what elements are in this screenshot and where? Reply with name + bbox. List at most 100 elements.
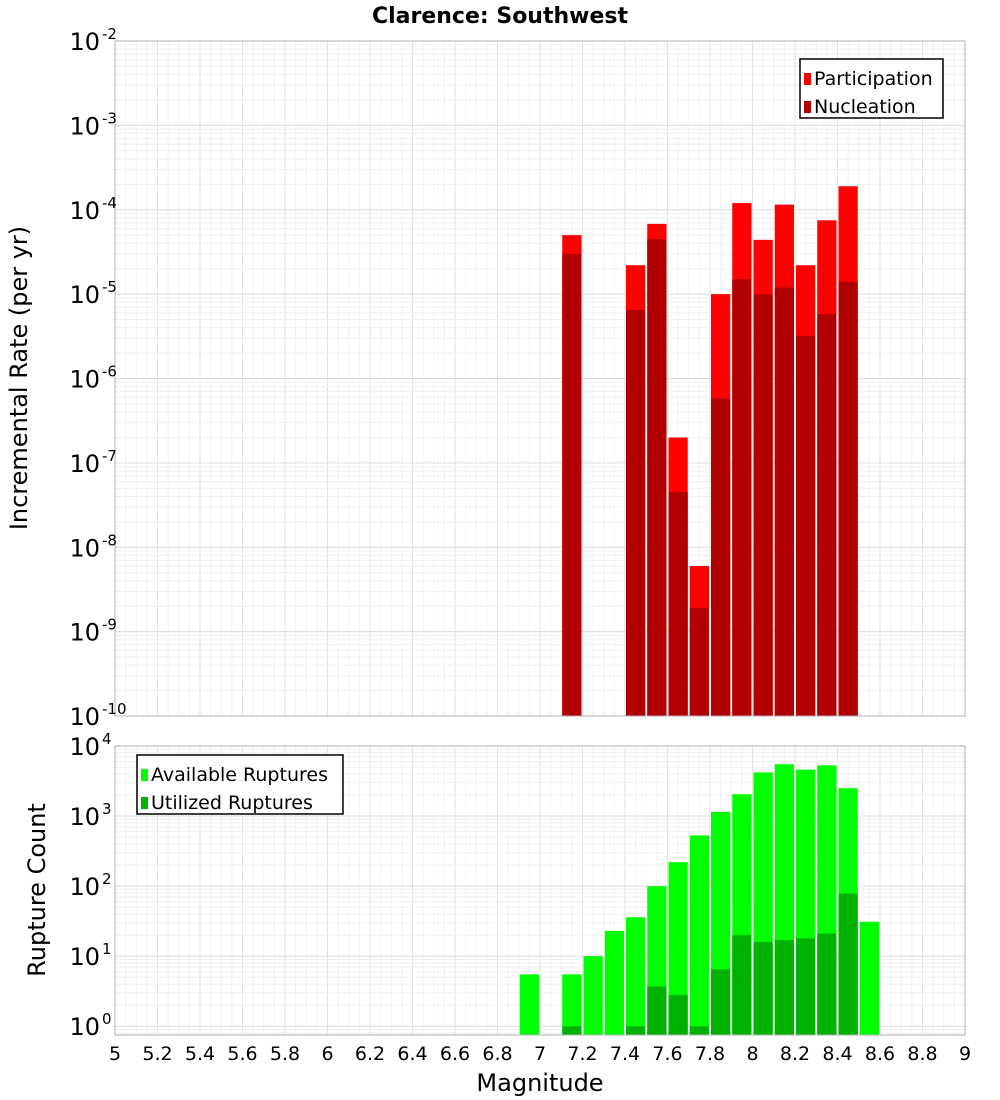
rate-bar-nucleation — [774, 287, 794, 716]
x-tick-label: 8.8 — [907, 1043, 937, 1065]
rate-grid — [114, 40, 966, 717]
rate-legend-box — [799, 58, 944, 119]
count-bar-available-ruptures — [859, 921, 879, 1035]
rate-y-tick-exponent: -10 — [102, 700, 127, 718]
count-bar-utilized-ruptures — [562, 1026, 582, 1035]
rate-bar-nucleation — [711, 398, 731, 716]
rate-bar-nucleation — [753, 294, 773, 716]
count-bar-utilized-ruptures — [838, 893, 858, 1035]
count-bar-utilized-ruptures — [774, 940, 794, 1035]
rate-y-tick-exponent: -9 — [102, 616, 117, 634]
rate-y-tick-label: 10 — [69, 619, 100, 647]
count-bar-available-ruptures — [604, 930, 624, 1035]
rate-legend-swatch — [804, 73, 811, 85]
x-tick-label: 5.2 — [142, 1043, 172, 1065]
rate-bar-nucleation — [668, 492, 688, 716]
rate-bar-nucleation — [817, 314, 837, 716]
count-bar-utilized-ruptures — [732, 935, 752, 1035]
rate-panel: 10-210-310-410-510-610-710-810-910 -10Par… — [69, 25, 966, 731]
chart-title: Clarence: Southwest — [372, 4, 629, 29]
x-axis-label: Magnitude — [476, 1069, 603, 1097]
x-tick-label: 6.2 — [355, 1043, 385, 1065]
rate-legend-label: Participation — [814, 68, 933, 90]
rate-legend: Participation Nucleation — [799, 58, 944, 119]
rate-y-tick-exponent: -6 — [102, 363, 117, 381]
count-bar-available-ruptures — [626, 917, 646, 1035]
rate-bars — [562, 186, 858, 717]
x-tick-label: 5.6 — [227, 1043, 257, 1065]
rate-y-tick-exponent: -2 — [102, 25, 117, 43]
rate-bar-nucleation — [689, 608, 709, 716]
x-tick-label: 5.8 — [270, 1043, 300, 1065]
x-tick-label: 6.6 — [440, 1043, 470, 1065]
count-bar-utilized-ruptures — [626, 1026, 646, 1035]
count-bar-utilized-ruptures — [796, 938, 816, 1035]
x-tick-label: 7.4 — [610, 1043, 640, 1065]
count-y-tick-exponent: 3 — [102, 800, 112, 818]
x-tick-label: 8.6 — [865, 1043, 895, 1065]
count-bar-utilized-ruptures — [647, 986, 667, 1035]
rate-y-tick-label: 10 — [69, 281, 100, 309]
x-tick-label: 7.8 — [695, 1043, 725, 1065]
rate-y-tick-exponent: -3 — [102, 109, 117, 127]
rate-y-tick-exponent: -8 — [102, 531, 117, 549]
x-tick-label: 7.6 — [652, 1043, 682, 1065]
rate-y-tick-exponent: -7 — [102, 447, 117, 465]
count-y-tick-label: 10 — [69, 943, 100, 971]
x-tick-label: 7.2 — [567, 1043, 597, 1065]
rate-bar-nucleation — [626, 309, 646, 716]
rate-bar-nucleation — [796, 335, 816, 716]
count-bar-available-ruptures — [689, 835, 709, 1035]
rate-plot-frame — [114, 40, 966, 717]
count-bar-available-ruptures — [562, 974, 582, 1035]
rate-y-tick-label: 10 — [69, 197, 100, 225]
count-bars — [519, 764, 879, 1035]
x-tick-label: 8.2 — [780, 1043, 810, 1065]
rate-y-tick-label: 10 — [69, 534, 100, 562]
count-bar-utilized-ruptures — [817, 933, 837, 1035]
x-tick-label: 8.4 — [822, 1043, 852, 1065]
x-ticks: 5 5.2 5.4 5.6 5.8 6 6.2 6.4 6.6 6.8 7 7.2 7.4 7.6 7.8 8… — [109, 1043, 971, 1065]
rate-y-axis-label: Incremental Rate (per yr) — [5, 226, 33, 530]
count-bar-utilized-ruptures — [689, 1026, 709, 1035]
count-y-tick-label: 10 — [69, 1013, 100, 1041]
rate-y-tick-exponent: -4 — [102, 194, 117, 212]
count-legend-swatch — [141, 797, 148, 809]
count-y-tick-exponent: 0 — [102, 1010, 112, 1028]
rate-y-tick-label: 10 — [69, 703, 100, 731]
count-legend-label: Utilized Ruptures — [151, 792, 313, 814]
count-y-axis-label: Rupture Count — [23, 803, 51, 977]
count-y-tick-exponent: 2 — [102, 870, 112, 888]
count-bar-available-ruptures — [668, 862, 688, 1035]
x-tick-label: 7 — [534, 1043, 546, 1065]
count-y-tick-label: 10 — [69, 803, 100, 831]
count-y-tick-exponent: 1 — [102, 940, 112, 958]
count-bar-utilized-ruptures — [711, 969, 731, 1035]
rate-bar-nucleation — [838, 281, 858, 716]
count-bar-available-ruptures — [583, 956, 603, 1035]
rate-legend-label: Nucleation — [814, 96, 916, 118]
x-tick-label: 6 — [321, 1043, 333, 1065]
rate-y-tick-label: 10 — [69, 450, 100, 478]
count-y-tick-exponent: 4 — [102, 730, 112, 748]
x-tick-label: 5 — [109, 1043, 121, 1065]
x-tick-label: 6.4 — [397, 1043, 427, 1065]
x-tick-label: 9 — [959, 1043, 971, 1065]
count-legend-box — [136, 754, 344, 815]
rate-y-tick-label: 10 — [69, 112, 100, 140]
rate-y-tick-label: 10 — [69, 366, 100, 394]
rate-y-tick-exponent: -5 — [102, 278, 117, 296]
count-bar-utilized-ruptures — [668, 994, 688, 1035]
x-tick-label: 5.4 — [185, 1043, 215, 1065]
count-bar-available-ruptures — [519, 974, 539, 1035]
x-tick-label: 6.8 — [482, 1043, 512, 1065]
x-tick-label: 8 — [746, 1043, 758, 1065]
count-y-tick-label: 10 — [69, 873, 100, 901]
rate-y-ticks: 10-210-310-410-510-610-710-810-910-10 — [69, 25, 126, 731]
rate-bar-nucleation — [647, 239, 667, 716]
count-y-tick-label: 10 — [69, 733, 100, 761]
